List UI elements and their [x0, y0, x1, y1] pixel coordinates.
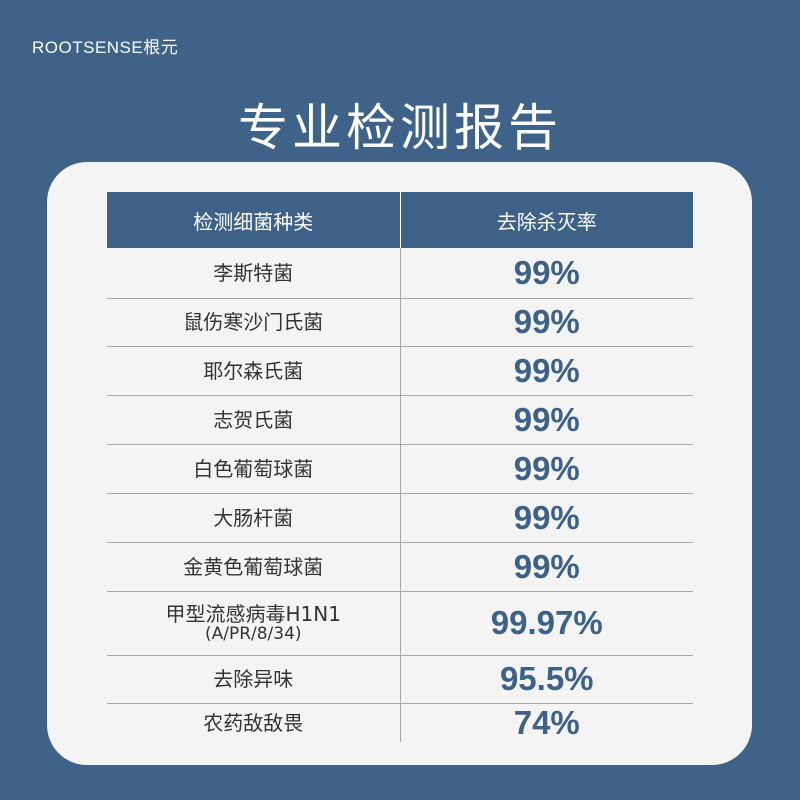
row-name-cell: 农药敌敌畏 — [107, 703, 401, 742]
row-name: 白色葡萄球菌 — [193, 456, 314, 481]
row-rate: 74% — [513, 703, 580, 741]
row-rate: 95.5% — [400, 655, 693, 704]
row-rate: 99% — [400, 542, 693, 592]
row-rate: 99% — [400, 346, 693, 396]
row-name: 李斯特菌 — [213, 260, 294, 285]
row-name-cell: 志贺氏菌 — [107, 395, 401, 445]
page-title: 专业检测报告 — [238, 99, 562, 157]
table-row: 甲型流感病毒H1N1 (A/PR/8/34) 99.97% — [107, 591, 693, 656]
table-header: 检测细菌种类 去除杀灭率 — [107, 192, 693, 248]
row-name-cell: 金黄色葡萄球菌 — [107, 542, 401, 592]
row-name-cell: 甲型流感病毒H1N1 (A/PR/8/34) — [107, 591, 401, 656]
table-row: 耶尔森氏菌 99% — [107, 346, 693, 396]
row-rate: 99% — [400, 395, 693, 445]
row-rate: 99% — [400, 298, 693, 347]
row-name-cell: 白色葡萄球菌 — [107, 444, 401, 494]
table-row: 李斯特菌 99% — [107, 248, 693, 299]
row-subname: (A/PR/8/34) — [204, 624, 302, 644]
row-name: 鼠伤寒沙门氏菌 — [183, 310, 324, 334]
row-name-cell: 耶尔森氏菌 — [107, 346, 401, 396]
row-rate: 99.97% — [400, 591, 693, 656]
table-row: 志贺氏菌 99% — [107, 395, 693, 445]
row-name-cell: 李斯特菌 — [107, 248, 401, 299]
row-name: 志贺氏菌 — [213, 407, 294, 432]
row-name-cell: 大肠杆菌 — [107, 493, 401, 543]
table-row: 金黄色葡萄球菌 99% — [107, 542, 693, 592]
header-bacteria: 检测细菌种类 — [107, 192, 401, 248]
row-name: 大肠杆菌 — [213, 505, 294, 530]
table-row: 去除异味 95.5% — [107, 655, 693, 704]
row-rate: 99% — [400, 493, 693, 543]
table-row: 农药敌敌畏 74% — [107, 703, 693, 742]
row-name: 农药敌敌畏 — [203, 710, 304, 735]
row-name: 金黄色葡萄球菌 — [183, 554, 324, 579]
row-rate: 99% — [400, 248, 693, 299]
row-name: 耶尔森氏菌 — [203, 358, 304, 383]
row-name: 甲型流感病毒H1N1 — [165, 602, 341, 626]
table-row: 白色葡萄球菌 99% — [107, 444, 693, 494]
row-name-cell: 去除异味 — [107, 655, 401, 704]
header-rate: 去除杀灭率 — [400, 192, 693, 248]
table-row: 大肠杆菌 99% — [107, 493, 693, 543]
row-name-cell: 鼠伤寒沙门氏菌 — [107, 298, 401, 347]
table-row: 鼠伤寒沙门氏菌 99% — [107, 298, 693, 347]
brand-logo: ROOTSENSE根元 — [32, 38, 179, 57]
report-table: 检测细菌种类 去除杀灭率 李斯特菌 99% 鼠伤寒沙门氏菌 99% 耶尔森氏菌 99% 志贺… — [107, 192, 693, 742]
row-rate: 99% — [400, 444, 693, 494]
row-name: 去除异味 — [213, 667, 294, 691]
